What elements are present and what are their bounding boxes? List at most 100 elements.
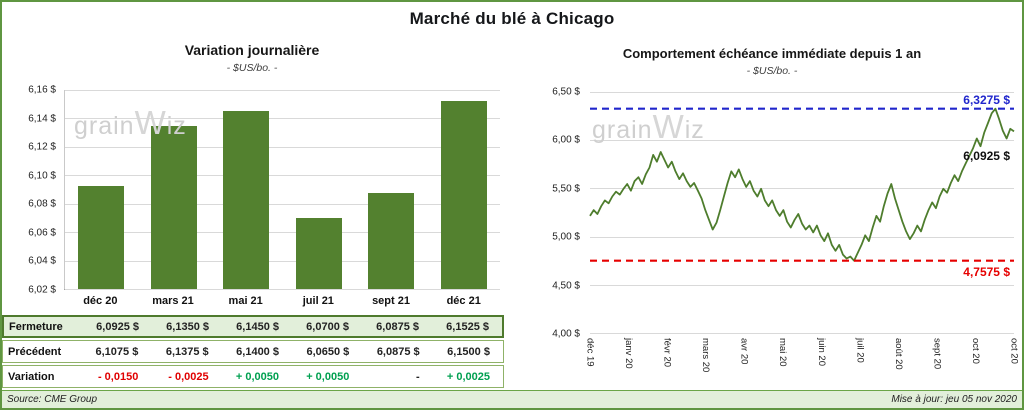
- row-header: Variation: [8, 370, 55, 383]
- updated-text: Mise à jour: jeu 05 nov 2020: [891, 394, 1017, 405]
- bar-slot: [138, 90, 211, 289]
- y-tick-label: 5,00 $: [552, 231, 580, 243]
- gridline: [65, 146, 500, 148]
- x-tick-label: janv 20: [623, 338, 635, 369]
- table-cell: - 0,0025: [168, 370, 209, 383]
- y-tick-label: 4,50 $: [552, 280, 580, 292]
- gridline: [590, 236, 1014, 238]
- line-x-axis-labels: déc 19 janv 20 févr 20 mars 20 avr 20 mai 20 j…: [585, 338, 1020, 386]
- gridline: [65, 90, 500, 91]
- watermark-text: grain: [592, 116, 653, 144]
- table-cell: + 0,0050: [306, 370, 350, 383]
- gridline: [590, 284, 1014, 286]
- x-tick-label: juil 20: [854, 338, 866, 363]
- bar-déc 20: [78, 185, 125, 289]
- price-line: [589, 107, 1015, 262]
- y-tick-label: 6,08 $: [28, 198, 56, 210]
- table-cell: 6,1350 $: [166, 320, 209, 333]
- x-tick-label: août 20: [892, 338, 904, 370]
- bar-sept 21: [368, 193, 415, 289]
- table-row-1: Précédent 6,1075 $ 6,1375 $ 6,1400 $ 6,0650 …: [2, 340, 504, 363]
- bar-chart-subtitle: - $US/bo. -: [226, 62, 278, 74]
- bar-chart-title: Variation journalière: [184, 42, 320, 58]
- row-header: Précédent: [8, 345, 62, 358]
- y-tick-label: 6,00 $: [552, 134, 580, 146]
- y-tick-label: 6,12 $: [28, 141, 56, 153]
- watermark-text: iz: [684, 116, 705, 144]
- bar-déc 21: [440, 100, 487, 289]
- bar-slot: [283, 90, 356, 289]
- line-chart-subtitle: - $US/bo. -: [746, 65, 798, 77]
- category-label: mai 21: [228, 295, 263, 307]
- line-y-axis-labels: 6,50 $ 6,00 $ 5,50 $ 5,00 $ 4,50 $ 4,00 $: [530, 87, 584, 340]
- page-title: Marché du blé à Chicago: [409, 9, 615, 28]
- bar-plot-area: [64, 90, 500, 290]
- grainwiz-watermark: grainWiz: [74, 106, 187, 139]
- table-cell: 6,0875 $: [376, 345, 420, 358]
- x-tick-label: sept 20: [931, 338, 943, 370]
- table-cell: - 0,0150: [97, 370, 139, 383]
- table-cell: 6,0875 $: [376, 320, 419, 333]
- x-tick-label: avr 20: [738, 338, 750, 365]
- bar-slot: [210, 90, 283, 289]
- y-tick-label: 6,02 $: [28, 284, 56, 296]
- gridline: [65, 203, 500, 205]
- gridline: [590, 333, 1014, 334]
- category-label: sept 21: [372, 295, 410, 307]
- category-label: mars 21: [152, 295, 194, 307]
- row-header: Fermeture: [9, 320, 63, 333]
- line-chart-title: Comportement échéance immédiate depuis 1…: [622, 46, 922, 61]
- source-text: Source: CME Group: [7, 394, 98, 405]
- watermark-w-glyph: W: [134, 104, 167, 141]
- bar-category-labels: déc 20 mars 21 mai 21 juil 21 sept 21 déc 21: [64, 295, 500, 307]
- bar-y-axis-labels: 6,16 $ 6,14 $ 6,12 $ 6,10 $ 6,08 $ 6,06 $ 6,04…: [2, 85, 60, 296]
- table-cell: 6,0650 $: [306, 345, 350, 358]
- x-tick-label: déc 19: [584, 338, 596, 367]
- table-cell: + 0,0025: [446, 370, 490, 383]
- bar-juil 21: [295, 217, 342, 289]
- bar-slot: [355, 90, 428, 289]
- x-tick-label: oct 20: [969, 338, 981, 364]
- y-tick-label: 6,10 $: [28, 170, 56, 182]
- bar-slot: [428, 90, 501, 289]
- gridline: [65, 175, 500, 177]
- table-cell: 6,1500 $: [447, 345, 490, 358]
- y-tick-label: 6,14 $: [28, 113, 56, 125]
- grainwiz-watermark: grainWiz: [592, 110, 705, 143]
- table-cell: 6,1450 $: [236, 320, 279, 333]
- table-cell: -: [415, 370, 420, 383]
- gridline: [590, 188, 1014, 190]
- gridline: [65, 232, 500, 234]
- table-cell: 6,1075 $: [95, 345, 139, 358]
- x-tick-label: juin 20: [815, 338, 827, 366]
- watermark-text: iz: [166, 112, 187, 140]
- watermark-w-glyph: W: [652, 108, 685, 145]
- bar-slot: [65, 90, 138, 289]
- bar-mai 21: [223, 111, 270, 289]
- table-cell: 6,0925 $: [96, 320, 139, 333]
- last-value-label: 6,0925 $: [963, 149, 1010, 164]
- watermark-text: grain: [74, 112, 135, 140]
- gridline: [65, 260, 500, 262]
- table-cell: + 0,0050: [235, 370, 279, 383]
- category-label: déc 21: [446, 295, 481, 307]
- x-tick-label: mai 20: [777, 338, 789, 367]
- y-tick-label: 5,50 $: [552, 183, 580, 195]
- line-plot-svg: [589, 107, 1015, 262]
- y-tick-label: 4,00 $: [552, 328, 580, 340]
- bar-mars 21: [150, 125, 197, 289]
- gridline: [65, 118, 500, 120]
- gridline: [590, 92, 1014, 93]
- bar-series: [65, 90, 500, 289]
- x-tick-label: oct 20: [1008, 338, 1020, 364]
- gridline: [590, 140, 1014, 142]
- y-tick-label: 6,06 $: [28, 227, 56, 239]
- footer-bar: Source: CME Group Mise à jour: jeu 05 no…: [2, 390, 1022, 408]
- category-label: déc 20: [83, 295, 118, 307]
- x-tick-label: févr 20: [661, 338, 673, 368]
- summary-table: Fermeture 6,0925 $ 6,1350 $ 6,1450 $ 6,0700 …: [2, 315, 504, 390]
- table-cell: 6,1525 $: [446, 320, 489, 333]
- category-label: juil 21: [302, 295, 334, 307]
- y-tick-label: 6,04 $: [28, 255, 56, 267]
